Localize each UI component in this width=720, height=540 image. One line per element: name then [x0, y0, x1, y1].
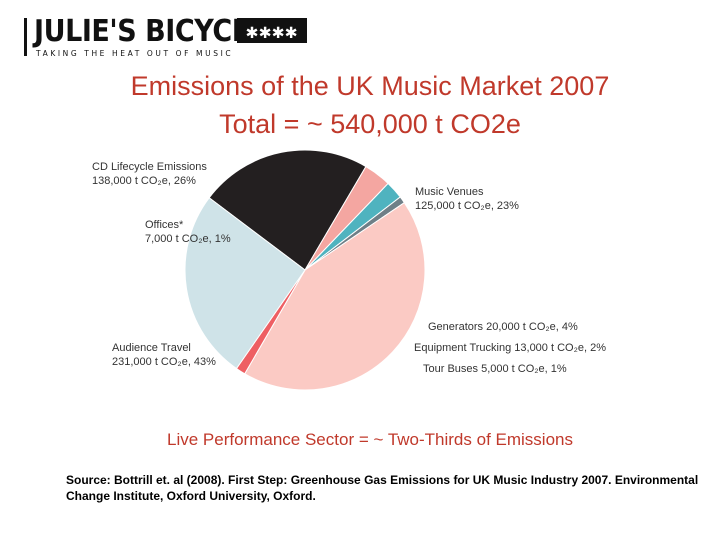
pie-slice-audience-travel — [244, 201, 426, 391]
sector-caption: Live Performance Sector = ~ Two-Thirds o… — [167, 430, 573, 449]
slice-label-music-venues: Music Venues 125,000 t CO₂e, 23% — [415, 186, 519, 212]
chart-subtitle: Total = ~ 540,000 t CO2e — [219, 109, 521, 139]
slice-label-audience-travel: Audience Travel 231,000 t CO₂e, 43% — [112, 342, 216, 368]
pie-slice-music-venues — [208, 149, 367, 271]
slice-label-offices: Offices* 7,000 t CO₂e, 1% — [145, 219, 231, 245]
slice-label-equipment-trucking: Equipment Trucking 13,000 t CO₂e, 2% — [414, 342, 606, 354]
logo-stars-badge: ✱✱✱✱ — [237, 18, 307, 43]
slice-label-generators: Generators 20,000 t CO₂e, 4% — [428, 321, 578, 333]
source-citation: Source: Bottrill et. al (2008). First St… — [66, 473, 699, 503]
pie-slice-cd-lifecycle-emissions — [184, 197, 306, 370]
logo-name: JULIE'S BICYCLE — [34, 14, 267, 49]
chart-title: Emissions of the UK Music Market 2007 — [130, 71, 610, 101]
slice-label-cd-lifecycle-emissions: CD Lifecycle Emissions 138,000 t CO₂e, 26… — [92, 161, 207, 187]
logo-bar — [24, 18, 27, 56]
julies-bicycle-logo: JULIE'S BICYCLE ✱✱✱✱ TAKING THE HEAT OUT… — [22, 12, 322, 58]
logo-tagline: TAKING THE HEAT OUT OF MUSIC — [36, 49, 234, 58]
slice-label-tour-buses: Tour Buses 5,000 t CO₂e, 1% — [423, 363, 567, 375]
